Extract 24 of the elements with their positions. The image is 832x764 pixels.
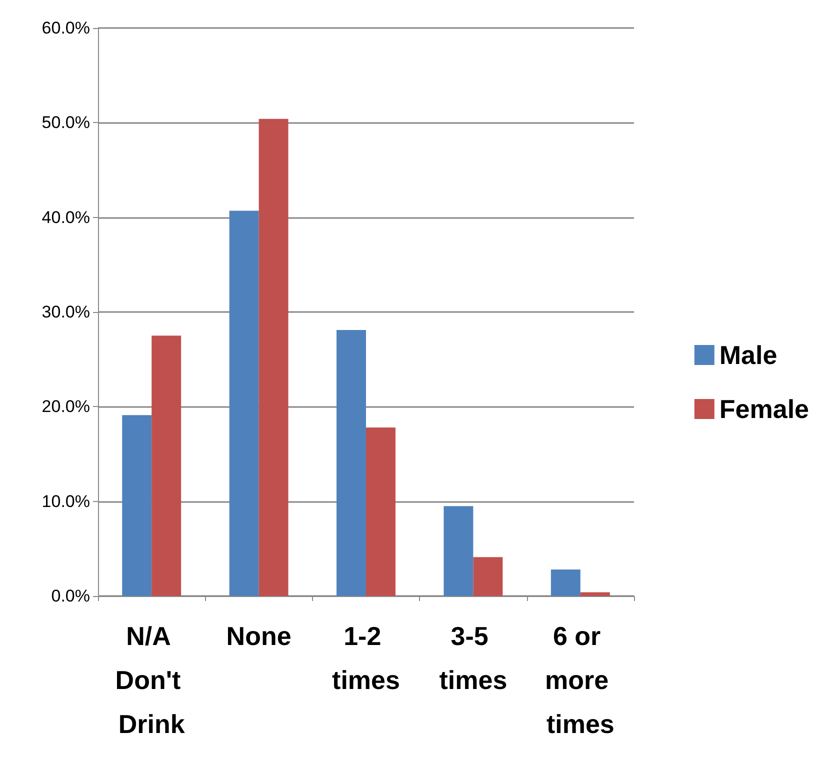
x-tick-label: 6 or more times	[544, 621, 616, 739]
bar	[122, 415, 152, 596]
bar	[152, 336, 182, 596]
x-tick-label: N/A Don't Drink	[115, 621, 188, 739]
bar	[336, 330, 366, 596]
bar	[580, 592, 610, 596]
y-tick-label: 30.0%	[42, 302, 90, 322]
y-tick-label: 20.0%	[42, 397, 90, 416]
y-tick-label: 40.0%	[42, 208, 90, 227]
y-tick-label: 0.0%	[51, 586, 90, 606]
bar	[473, 557, 503, 596]
x-tick-label: 3-5 times	[439, 621, 508, 695]
bar	[258, 118, 288, 596]
y-tick-label: 10.0%	[42, 492, 90, 511]
bar	[229, 210, 259, 596]
bar	[366, 427, 396, 596]
y-tick-label: 50.0%	[42, 113, 90, 132]
legend-label: Male	[719, 340, 778, 370]
bar	[550, 569, 580, 596]
y-tick-label: 60.0%	[42, 18, 90, 38]
legend-label: Female	[719, 394, 810, 424]
x-tick-label: 1-2 times	[332, 621, 400, 695]
x-tick-label: None	[226, 621, 292, 651]
bar	[444, 506, 474, 596]
